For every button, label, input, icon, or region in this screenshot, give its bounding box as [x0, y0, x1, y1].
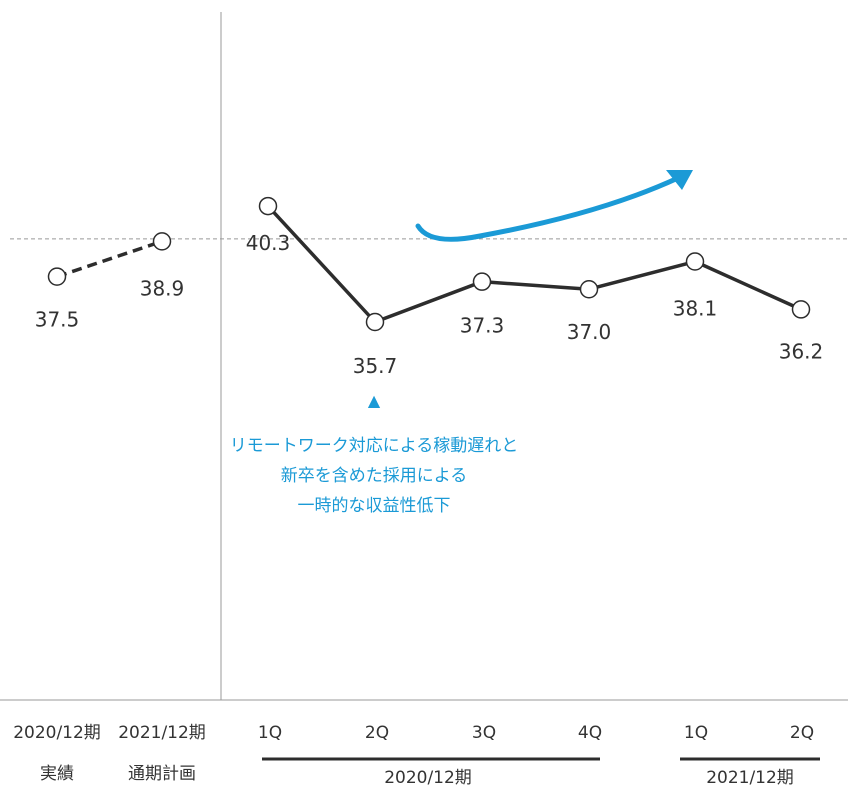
- annotation-line-1: リモートワーク対応による稼動遅れと: [230, 436, 519, 456]
- annual-point-1: [47, 267, 67, 286]
- quarterly-series-line: [266, 204, 802, 324]
- annual-point-2: [152, 232, 172, 251]
- annotation-line-2: 新卒を含めた採用による: [281, 466, 468, 486]
- quarterly-point-6: [791, 300, 811, 319]
- quarterly-tick-label-1: 1Q: [258, 723, 282, 743]
- annual-tick-sublabel-1: 実績: [40, 764, 74, 784]
- quarterly-tick-label-4: 4Q: [578, 723, 602, 743]
- annual-tick-label-1: 2020/12期: [13, 723, 101, 743]
- annotation-marker: ▲: [368, 391, 381, 410]
- annual-value-label-1: 37.5: [35, 308, 80, 332]
- quarterly-tick-label-6: 2Q: [790, 723, 814, 743]
- annual-value-label-2: 38.9: [140, 276, 185, 300]
- quarterly-value-label-5: 38.1: [673, 297, 718, 321]
- annotation-line-3: 一時的な収益性低下: [298, 496, 451, 516]
- quarterly-tick-label-3: 3Q: [472, 723, 496, 743]
- quarterly-value-label-2: 35.7: [353, 354, 398, 378]
- quarterly-point-3: [472, 272, 492, 291]
- quarterly-point-4: [579, 279, 599, 299]
- quarterly-value-label-1: 40.3: [246, 231, 291, 255]
- annual-series-line: [56, 239, 163, 279]
- quarterly-value-label-4: 37.0: [567, 320, 612, 344]
- quarterly-point-2: [365, 312, 385, 332]
- annual-tick-label-2: 2021/12期: [118, 723, 206, 743]
- quarterly-value-label-3: 37.3: [460, 314, 505, 338]
- quarterly-tick-label-5: 1Q: [684, 723, 708, 743]
- annual-tick-sublabel-2: 通期計画: [128, 764, 196, 784]
- quarterly-value-label-6: 36.2: [779, 339, 824, 363]
- quarterly-point-1: [258, 196, 278, 216]
- quarterly-point-5: [685, 252, 705, 271]
- trend-arrow: [415, 170, 693, 242]
- group-label-2021: 2021/12期: [706, 768, 794, 787]
- quarterly-tick-label-2: 2Q: [365, 723, 389, 743]
- group-label-2020: 2020/12期: [384, 768, 472, 787]
